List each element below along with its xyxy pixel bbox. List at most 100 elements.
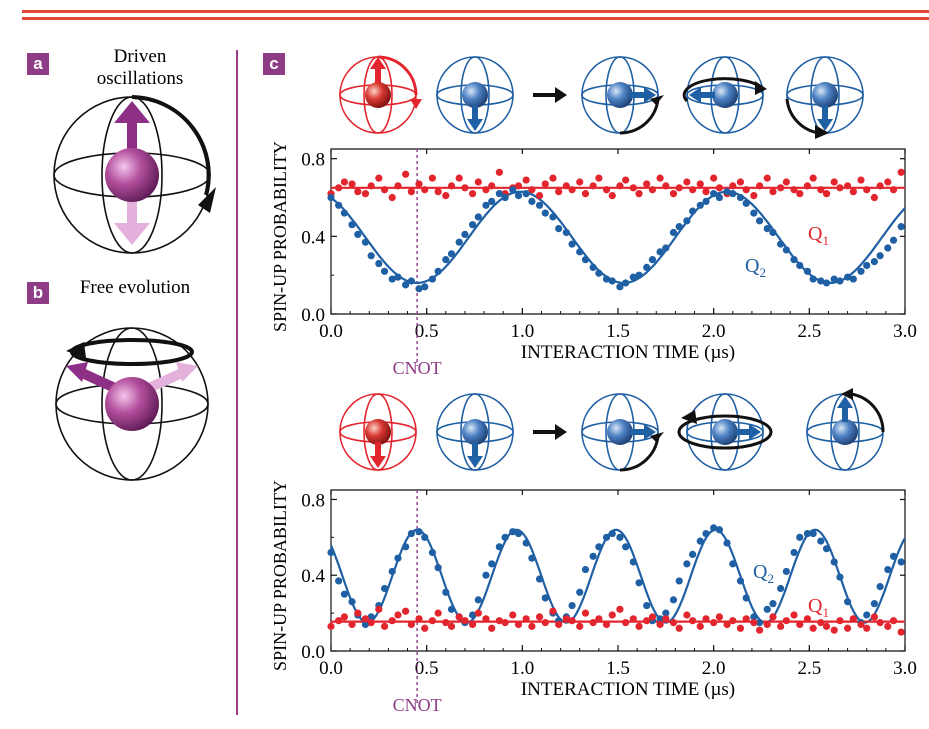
x-tick-label: 2.0 [702, 321, 726, 342]
data-point-q2 [689, 207, 697, 215]
data-point-q2 [509, 528, 517, 536]
data-point-q2 [509, 186, 517, 194]
data-point-q2 [629, 273, 637, 281]
data-point-q2 [884, 244, 892, 252]
data-point-q1 [327, 622, 335, 630]
series-label-sub: 2 [759, 265, 766, 280]
data-point-q1 [689, 186, 697, 194]
data-point-q1 [629, 615, 637, 623]
data-point-q2 [750, 209, 758, 217]
data-point-q1 [608, 191, 616, 200]
data-point-q1 [863, 186, 871, 194]
data-point-q1 [629, 184, 637, 192]
y-axis-label: SPIN-UP PROBABILITY [270, 480, 290, 671]
data-point-q2 [723, 539, 731, 547]
data-point-q1 [455, 174, 463, 182]
data-point-q2 [822, 279, 831, 287]
data-point-q2 [889, 236, 898, 244]
series-label-main: Q [753, 561, 768, 583]
data-point-q2 [501, 193, 509, 202]
data-point-q1 [335, 184, 343, 192]
sphere-icon-q2-right-rotating [677, 393, 773, 471]
data-point-q2 [897, 223, 905, 231]
data-point-q1 [643, 617, 651, 625]
data-point-q2 [555, 224, 563, 233]
data-point-q1 [750, 191, 758, 200]
data-point-q2 [589, 552, 597, 560]
data-point-q2 [482, 201, 490, 209]
data-point-q1 [528, 622, 536, 630]
data-point-q1 [889, 186, 898, 194]
data-point-q2 [796, 261, 804, 270]
data-point-q1 [796, 190, 804, 198]
data-point-q2 [447, 250, 456, 258]
sphere-sequence-top [339, 55, 864, 139]
data-point-q2 [729, 190, 737, 198]
data-point-q1 [407, 620, 415, 629]
data-point-q1 [790, 611, 798, 619]
data-point-q2 [796, 533, 804, 541]
data-point-q1 [568, 186, 576, 194]
data-point-q1 [803, 182, 812, 190]
data-point-q2 [335, 577, 343, 585]
panel-divider [236, 50, 238, 715]
data-point-q1 [830, 626, 838, 634]
data-point-q1 [643, 180, 651, 188]
data-point-q1 [782, 617, 790, 625]
data-point-q2 [844, 598, 852, 606]
data-point-q1 [595, 174, 603, 182]
data-point-q1 [482, 186, 490, 194]
data-point-q2 [581, 256, 590, 264]
data-point-q1 [790, 186, 798, 194]
data-point-q2 [822, 545, 831, 553]
data-point-q2 [836, 277, 844, 285]
data-point-q1 [541, 618, 549, 627]
data-point-q2 [702, 529, 710, 538]
y-axis-label: SPIN-UP PROBABILITY [270, 141, 290, 332]
x-tick-label: 0.5 [415, 321, 439, 342]
data-point-q1 [870, 613, 878, 621]
data-point-q2 [763, 224, 771, 233]
data-point-q2 [635, 579, 643, 587]
data-point-q2 [327, 548, 335, 557]
series-label-q2: Q2 [745, 255, 766, 280]
data-point-q1 [635, 190, 643, 198]
data-point-q2 [549, 213, 557, 221]
data-point-q2 [715, 526, 724, 534]
data-point-q1 [763, 174, 771, 182]
data-point-q2 [809, 529, 817, 538]
data-point-q1 [522, 176, 530, 184]
data-point-q1 [549, 174, 557, 182]
data-point-q2 [710, 190, 718, 198]
header-rule-bottom [22, 17, 929, 20]
data-point-q1 [608, 611, 616, 619]
data-point-q2 [635, 271, 643, 279]
x-tick-label: 0.5 [415, 658, 439, 679]
data-point-q2 [889, 552, 898, 560]
data-point-q2 [608, 277, 616, 285]
data-point-q1 [535, 613, 544, 621]
data-point-q2 [461, 230, 469, 239]
panel-label-c: c [263, 53, 285, 75]
data-point-q2 [817, 537, 825, 545]
data-point-q2 [696, 537, 704, 545]
data-point-q1 [576, 178, 584, 186]
sphere-icon-q2-up-end [806, 388, 885, 471]
data-point-q1 [662, 615, 670, 623]
data-point-q2 [468, 611, 477, 619]
data-point-q1 [796, 620, 804, 629]
data-point-q2 [715, 193, 724, 202]
data-point-q1 [736, 178, 745, 186]
data-point-q1 [750, 618, 758, 627]
sphere-icon-q2-left [682, 56, 767, 134]
data-point-q1 [415, 615, 423, 623]
series-label-sub: 1 [822, 605, 829, 620]
x-tick-label: 1.0 [510, 658, 534, 679]
data-point-q1 [434, 609, 442, 617]
data-point-q2 [468, 221, 477, 229]
data-point-q2 [897, 558, 905, 566]
data-point-q1 [803, 615, 812, 623]
data-point-q1 [361, 615, 370, 623]
data-point-q1 [522, 615, 530, 623]
